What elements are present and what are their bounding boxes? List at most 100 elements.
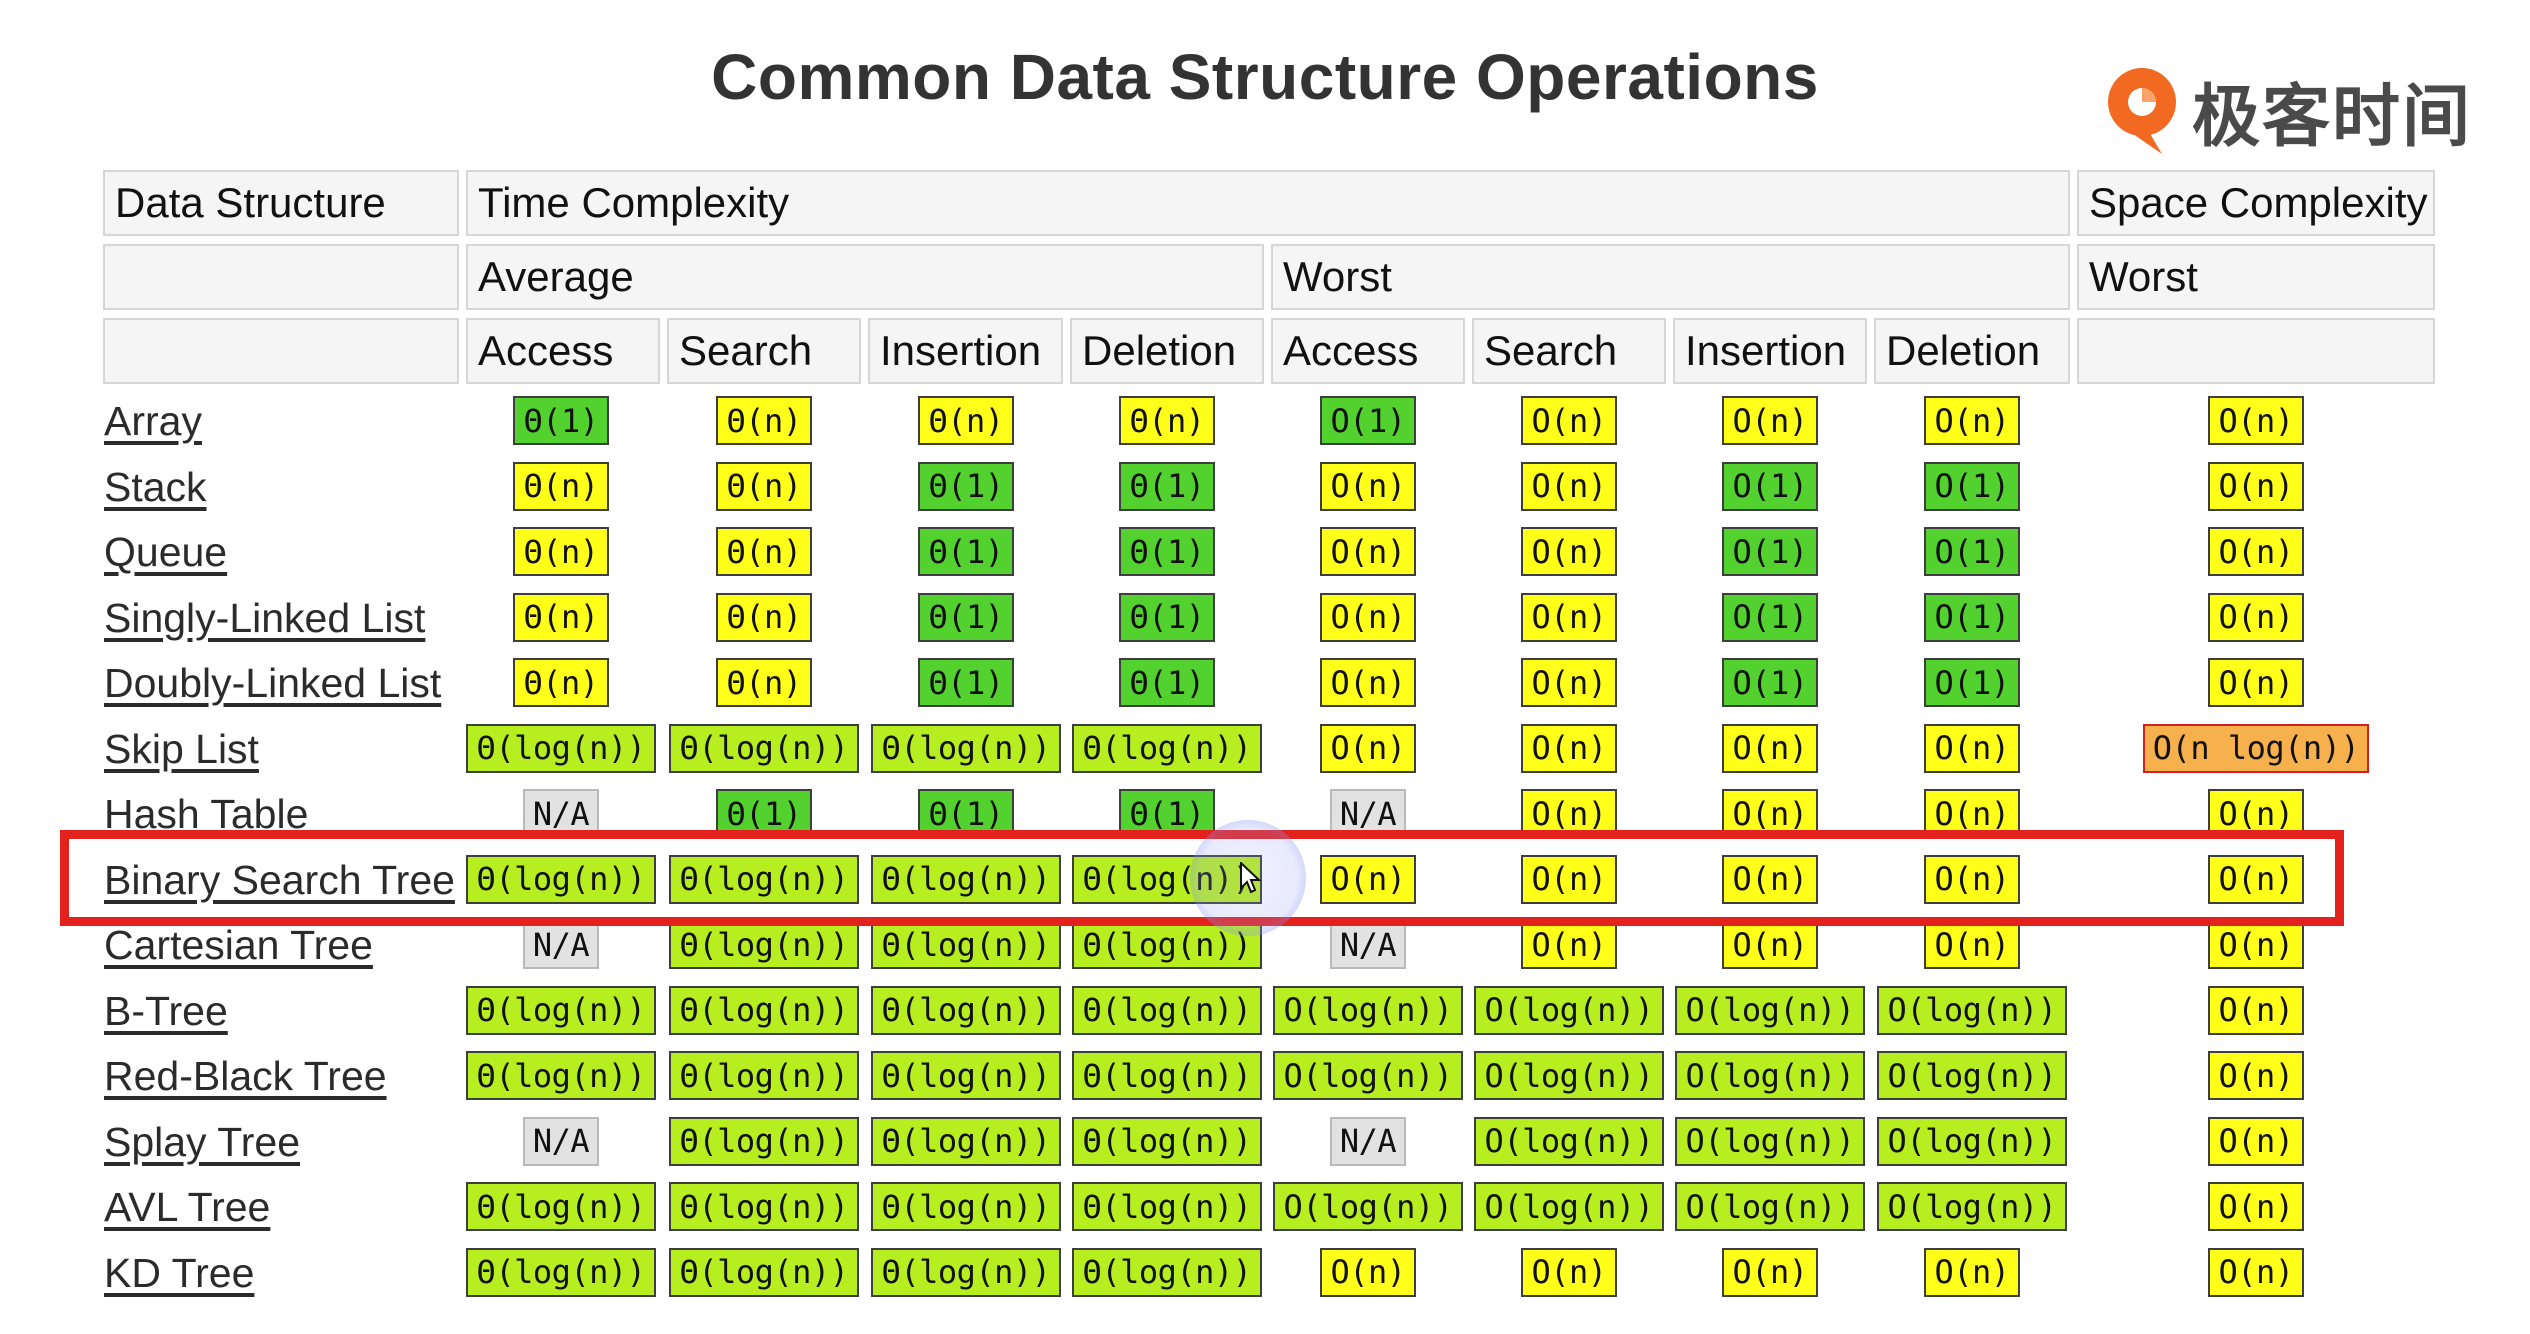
complexity-badge: O(1)	[1924, 592, 2020, 642]
header-blank	[2077, 318, 2435, 384]
complexity-badge: Θ(log(n))	[466, 1051, 656, 1100]
complexity-badge: O(n)	[1521, 396, 1617, 445]
complexity-badge: O(log(n))	[1474, 985, 1664, 1035]
complexity-badge: O(n)	[2208, 1116, 2304, 1166]
complexity-badge: O(n)	[1722, 396, 1818, 445]
header-avg-access: Access	[466, 318, 660, 384]
complexity-badge: O(n)	[1924, 920, 2020, 969]
complexity-badge: O(n)	[1320, 592, 1416, 642]
header-space-complexity: Space Complexity	[2077, 170, 2435, 236]
complexity-badge: Θ(log(n))	[466, 1182, 656, 1231]
complexity-badge: Θ(log(n))	[466, 723, 656, 773]
complexity-badge: Θ(log(n))	[1072, 985, 1262, 1035]
table-row-avl-tree: AVL Tree Θ(log(n)) Θ(log(n)) Θ(log(n)) Θ(log…	[0, 1175, 2530, 1239]
complexity-badge: Θ(log(n))	[871, 1051, 1061, 1100]
complexity-badge: O(1)	[1722, 592, 1818, 642]
header-time-complexity: Time Complexity	[466, 170, 2070, 236]
complexity-badge: O(n)	[1521, 723, 1617, 773]
header-worst-access: Access	[1271, 318, 1465, 384]
complexity-badge: N/A	[1330, 1116, 1406, 1166]
data-structure-link[interactable]: Doubly-Linked List	[104, 660, 442, 706]
complexity-badge: Θ(log(n))	[871, 985, 1061, 1035]
complexity-badge: Θ(log(n))	[1072, 920, 1262, 969]
complexity-badge: Θ(log(n))	[669, 1247, 859, 1297]
data-structure-link[interactable]: Cartesian Tree	[104, 922, 373, 968]
data-structure-link[interactable]: Array	[104, 398, 202, 444]
complexity-badge: N/A	[1330, 789, 1406, 838]
data-structure-link[interactable]: Skip List	[104, 725, 259, 772]
complexity-badge: O(n)	[1722, 854, 1818, 904]
complexity-badge: O(n)	[1924, 854, 2020, 904]
complexity-badge: Θ(log(n))	[1072, 854, 1262, 904]
complexity-badge: Θ(log(n))	[669, 1051, 859, 1100]
complexity-badge: O(n)	[2208, 854, 2304, 904]
data-structure-link[interactable]: Singly-Linked List	[104, 594, 426, 641]
complexity-badge: O(n)	[1320, 1247, 1416, 1297]
data-structure-link[interactable]: Hash Table	[104, 791, 309, 837]
data-structure-link[interactable]: B-Tree	[104, 987, 228, 1034]
complexity-badge: N/A	[523, 1116, 599, 1166]
complexity-badge: O(n)	[1521, 461, 1617, 511]
complexity-badge: Θ(log(n))	[1072, 1247, 1262, 1297]
complexity-badge: O(log(n))	[1877, 985, 2067, 1035]
header-avg-deletion: Deletion	[1070, 318, 1264, 384]
complexity-badge: O(1)	[1924, 658, 2020, 707]
complexity-badge: O(n)	[1924, 789, 2020, 838]
data-structure-link[interactable]: Queue	[104, 529, 228, 575]
complexity-badge: Θ(n)	[513, 527, 609, 576]
mouse-cursor-icon	[1240, 860, 1262, 899]
complexity-badge: Θ(n)	[513, 658, 609, 707]
table-row-splay-tree: Splay Tree N/A Θ(log(n)) Θ(log(n)) Θ(log(n))…	[0, 1110, 2530, 1174]
complexity-badge: Θ(log(n))	[871, 723, 1061, 773]
complexity-badge: Θ(1)	[918, 461, 1014, 511]
complexity-badge: Θ(1)	[1119, 461, 1215, 511]
complexity-badge: O(n)	[1722, 920, 1818, 969]
header-worst: Worst	[1271, 244, 2070, 310]
data-structure-link[interactable]: Stack	[104, 463, 207, 510]
complexity-badge: O(n)	[1521, 854, 1617, 904]
complexity-badge: Θ(1)	[918, 527, 1014, 576]
complexity-badge: Θ(log(n))	[669, 985, 859, 1035]
complexity-badge: Θ(n)	[716, 461, 812, 511]
complexity-badge: O(n)	[1320, 461, 1416, 511]
complexity-badge: O(1)	[1722, 658, 1818, 707]
table-row-kd-tree: KD Tree Θ(log(n)) Θ(log(n)) Θ(log(n)) Θ(log(…	[0, 1241, 2530, 1305]
header-avg-search: Search	[667, 318, 861, 384]
complexity-badge: Θ(log(n))	[669, 1182, 859, 1231]
data-structure-link[interactable]: Red-Black Tree	[104, 1053, 387, 1099]
table-row-hash-table: Hash Table N/A Θ(1) Θ(1) Θ(1) N/A O(n) O(n) O(n)…	[0, 782, 2530, 846]
complexity-badge: O(n)	[2208, 527, 2304, 576]
complexity-badge: Θ(log(n))	[466, 1247, 656, 1297]
complexity-badge: O(n)	[2208, 461, 2304, 511]
data-structure-link[interactable]: Binary Search Tree	[104, 856, 455, 903]
complexity-badge: N/A	[523, 789, 599, 838]
complexity-badge: Θ(n)	[918, 396, 1014, 445]
data-structure-link[interactable]: Splay Tree	[104, 1118, 300, 1165]
complexity-badge: Θ(1)	[918, 658, 1014, 707]
logo-text: 极客时间	[2192, 77, 2473, 157]
complexity-badge: Θ(1)	[1119, 789, 1215, 838]
complexity-badge: Θ(n)	[716, 658, 812, 707]
data-structure-link[interactable]: AVL Tree	[104, 1184, 271, 1230]
complexity-badge: O(log(n))	[1474, 1051, 1664, 1100]
complexity-badge: O(n)	[1722, 723, 1818, 773]
complexity-badge: O(n)	[2208, 396, 2304, 445]
table-row-b-tree: B-Tree Θ(log(n)) Θ(log(n)) Θ(log(n)) Θ(log(n…	[0, 979, 2530, 1043]
complexity-badge: Θ(1)	[513, 396, 609, 445]
complexity-badge: Θ(1)	[1119, 658, 1215, 707]
complexity-badge: O(log(n))	[1675, 985, 1865, 1035]
complexity-badge: O(n)	[2208, 920, 2304, 969]
header-average: Average	[466, 244, 1264, 310]
complexity-badge: O(1)	[1924, 527, 2020, 576]
table-row-red-black-tree: Red-Black Tree Θ(log(n)) Θ(log(n)) Θ(log(n)…	[0, 1044, 2530, 1108]
complexity-badge: N/A	[523, 920, 599, 969]
header-blank	[103, 244, 459, 310]
data-structure-link[interactable]: KD Tree	[104, 1249, 255, 1296]
complexity-badge: O(log(n))	[1877, 1051, 2067, 1100]
complexity-badge: O(log(n))	[1877, 1182, 2067, 1231]
complexity-badge: O(log(n))	[1675, 1182, 1865, 1231]
complexity-badge: Θ(log(n))	[871, 854, 1061, 904]
complexity-badge: Θ(log(n))	[871, 1182, 1061, 1231]
complexity-badge: O(log(n))	[1273, 1051, 1463, 1100]
header-avg-insertion: Insertion	[868, 318, 1063, 384]
